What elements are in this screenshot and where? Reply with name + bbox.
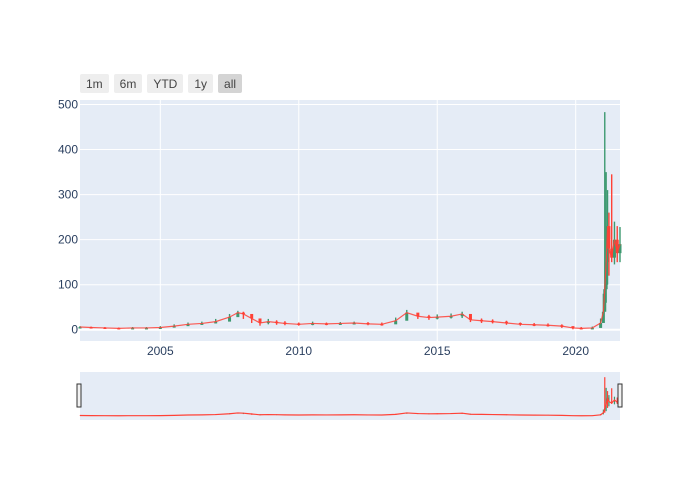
candle-body — [186, 324, 190, 327]
range-button-ytd[interactable]: YTD — [147, 74, 184, 93]
range-selector: 1m 6m YTD 1y all — [80, 74, 243, 93]
candle-body — [435, 317, 439, 319]
y-tick-label: 0 — [71, 323, 78, 337]
candle-body — [394, 320, 398, 325]
candle-body — [612, 239, 616, 258]
candle-body — [214, 321, 218, 324]
candle-body — [131, 327, 135, 330]
candle-body — [468, 313, 472, 320]
range-button-1y[interactable]: 1y — [188, 74, 214, 93]
y-tick-label: 100 — [58, 278, 78, 292]
candle-body — [158, 327, 162, 329]
candle-body — [416, 312, 420, 317]
candle-body — [266, 321, 270, 324]
candle-body — [460, 313, 464, 317]
candle-body — [615, 239, 619, 254]
candle[interactable] — [405, 309, 409, 321]
candle-body — [338, 323, 342, 325]
y-tick-label: 500 — [58, 98, 78, 112]
candle[interactable] — [236, 310, 240, 318]
candle-body — [618, 244, 622, 254]
candle-body — [405, 312, 409, 321]
x-tick-label: 2005 — [147, 344, 174, 358]
candle-body — [144, 327, 148, 330]
candle-series — [78, 112, 622, 330]
candle[interactable] — [615, 226, 619, 263]
candle-body — [78, 327, 82, 329]
range-button-6m[interactable]: 6m — [113, 74, 143, 93]
range-button-1m[interactable]: 1m — [80, 74, 109, 93]
axis-ticks: 2005 2010 2015 2020 0 100 200 300 400 500 — [58, 98, 589, 358]
range-slider-right-handle[interactable] — [617, 383, 623, 408]
candle-body — [449, 316, 453, 318]
candle-body — [258, 318, 262, 323]
close-trace — [79, 226, 621, 329]
candle[interactable] — [460, 311, 464, 319]
candle-body — [599, 322, 603, 328]
y-tick-label: 200 — [58, 233, 78, 247]
candle-body — [236, 312, 240, 318]
candle-body — [352, 322, 356, 325]
candle-body — [571, 326, 575, 328]
candle-body — [200, 323, 204, 325]
candle-body — [228, 317, 232, 322]
slider-close-trace — [79, 395, 621, 417]
candle-body — [604, 262, 608, 290]
grid-lines — [80, 100, 620, 341]
candle[interactable] — [610, 174, 614, 263]
candle-body — [610, 248, 614, 258]
range-slider[interactable] — [80, 372, 620, 420]
y-tick-label: 300 — [58, 188, 78, 202]
range-button-all[interactable]: all — [218, 74, 243, 93]
candle-body — [250, 313, 254, 319]
x-tick-label: 2010 — [285, 344, 312, 358]
main-plot-area[interactable] — [80, 100, 620, 341]
candle-body — [590, 327, 594, 330]
candle-body — [603, 289, 607, 312]
y-tick-label: 400 — [58, 143, 78, 157]
range-slider-preview — [79, 377, 621, 417]
x-tick-label: 2020 — [562, 344, 589, 358]
x-tick-label: 2015 — [424, 344, 451, 358]
candle-body — [311, 323, 315, 325]
candle-body — [601, 311, 605, 323]
candle-body — [607, 226, 611, 249]
range-slider-left-handle[interactable] — [76, 383, 82, 408]
candle-body — [172, 326, 176, 328]
